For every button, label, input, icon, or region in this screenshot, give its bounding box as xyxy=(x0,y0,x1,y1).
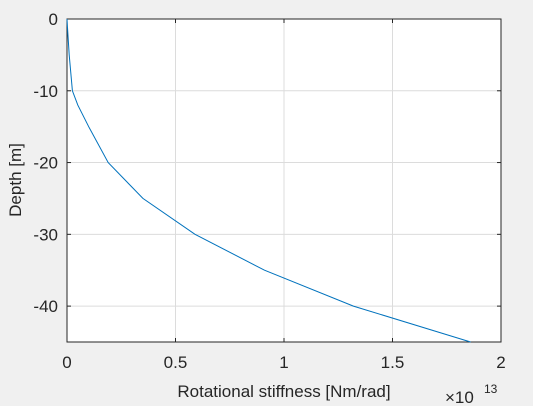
y-tick-label: -40 xyxy=(33,297,58,316)
y-tick-label: -10 xyxy=(33,82,58,101)
x-exponent-power: 13 xyxy=(484,382,498,396)
x-tick-label: 0.5 xyxy=(164,353,188,372)
y-tick-label: -20 xyxy=(33,154,58,173)
x-tick-label: 1.5 xyxy=(381,353,405,372)
series-group xyxy=(66,18,471,343)
y-tick-label: -30 xyxy=(33,225,58,244)
y-tick-label: 0 xyxy=(49,10,58,29)
y-axis-title: Depth [m] xyxy=(6,143,25,217)
x-tick-label: 1 xyxy=(279,353,288,372)
x-tick-label: 2 xyxy=(496,353,505,372)
plot-frame xyxy=(66,18,502,343)
x-exponent-base: ×10 xyxy=(445,388,474,406)
x-tick-label: 0 xyxy=(62,353,71,372)
tick-labels: 0 0.5 1 1.5 2 0 -10 -20 -30 -40 xyxy=(33,10,505,372)
x-axis-title: Rotational stiffness [Nm/rad] xyxy=(177,382,390,401)
series-line xyxy=(66,18,471,343)
